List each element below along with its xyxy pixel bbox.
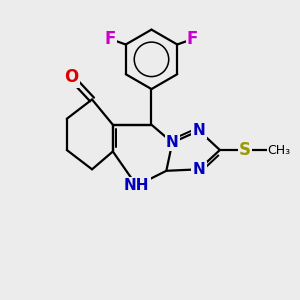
Text: N: N [166, 135, 179, 150]
Text: O: O [64, 68, 78, 86]
Text: S: S [239, 141, 251, 159]
Text: NH: NH [124, 178, 149, 193]
Text: F: F [187, 30, 198, 48]
Text: N: N [193, 162, 206, 177]
Text: F: F [105, 30, 116, 48]
Text: CH₃: CH₃ [267, 143, 290, 157]
Text: N: N [193, 123, 206, 138]
